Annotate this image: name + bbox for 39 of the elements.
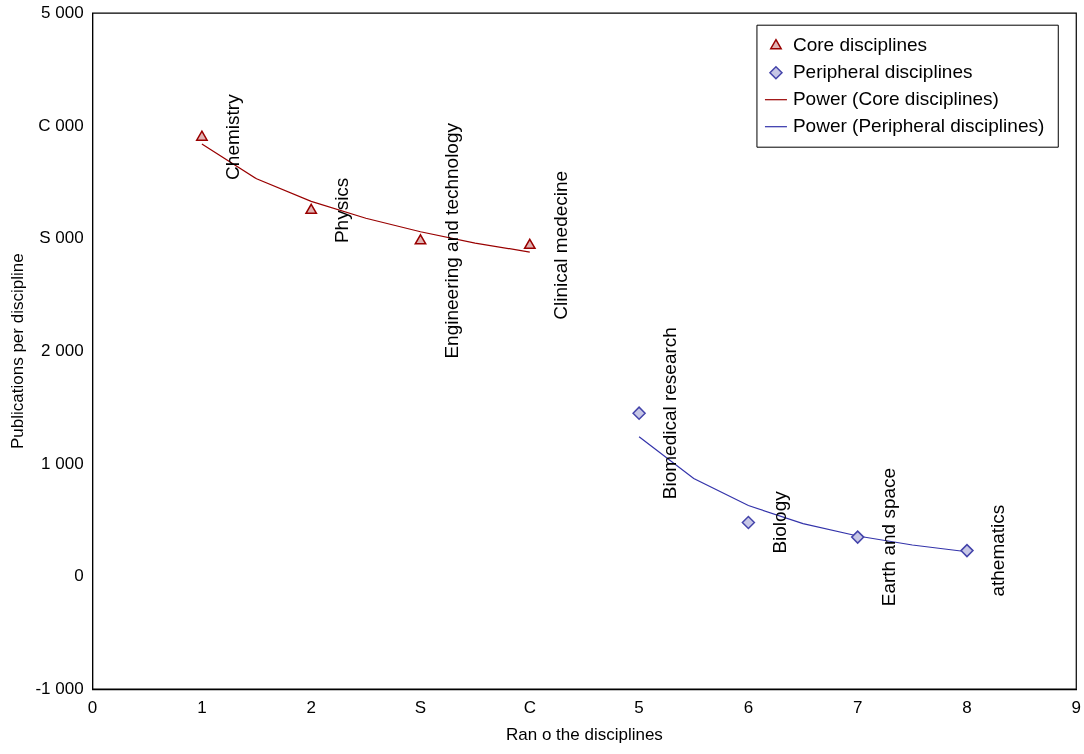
x-tick-label: 5: [634, 698, 644, 718]
annotation: Biomedical research: [659, 327, 681, 500]
y-tick-label: 1 000: [41, 453, 84, 473]
x-tick-label: 0: [87, 698, 98, 718]
point: [632, 406, 646, 420]
annotation: Physics: [331, 177, 353, 244]
annotation: athematics: [987, 504, 1009, 597]
x-tick-label: C: [523, 698, 536, 718]
x-tick-label: 7: [852, 698, 863, 718]
y-tick-label: -1 000: [35, 678, 84, 698]
y-tick-label: 2 000: [41, 340, 84, 360]
legend-label: Peripheral disciplines: [792, 60, 973, 82]
x-tick-label: 2: [306, 698, 316, 718]
x-tick-label: 6: [743, 698, 754, 718]
y-tick-label: S 000: [39, 228, 84, 248]
point: [523, 238, 536, 250]
x-tick-label: 1: [197, 698, 207, 718]
legend-label: Core disciplines: [792, 33, 928, 55]
y-tick-label: 0: [74, 566, 84, 586]
annotation: Clinical medecine: [550, 170, 572, 320]
x-tick-label: S: [414, 698, 427, 718]
annotation: Engineering and technology: [440, 122, 462, 359]
legend-label: Power (Peripheral disciplines): [792, 114, 1045, 136]
x-tick-label: 8: [962, 698, 972, 718]
annotation: Biology: [768, 490, 790, 554]
point: [741, 515, 756, 530]
y-tick-label: C 000: [38, 115, 84, 135]
point: [960, 543, 974, 558]
point: [414, 234, 427, 245]
x-tick-label: 9: [1071, 698, 1082, 718]
legend-label: Power (Core disciplines): [792, 87, 999, 109]
point: [305, 203, 318, 215]
y-axis-title: Publications per discipline: [7, 253, 27, 449]
y-tick-label: 5 000: [41, 2, 84, 22]
x-axis-title: Ran o the disciplines: [506, 725, 663, 745]
point: [850, 530, 865, 544]
point: [195, 130, 208, 141]
annotation: Earth and space: [877, 467, 899, 607]
annotation: Chemistry: [222, 93, 244, 180]
